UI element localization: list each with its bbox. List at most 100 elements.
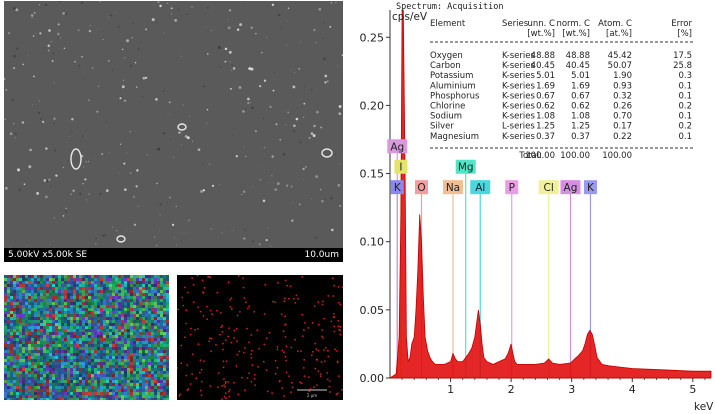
map-pixel [157,326,160,329]
map-pixel [28,329,31,332]
map-pixel [55,296,58,299]
sem-particle [287,7,290,10]
sem-particle [231,69,233,71]
sem-particle [105,121,107,123]
map-pixel [130,389,133,392]
map-pixel [151,389,154,392]
map-pixel [136,305,139,308]
map-pixel [145,371,148,374]
map-pixel [139,383,142,386]
map-pixel [127,350,130,353]
map-pixel [43,329,46,332]
map-dot [290,391,292,394]
map-pixel [79,275,82,278]
map-pixel [88,290,91,293]
sem-particle [219,66,222,68]
map-pixel [118,302,121,305]
map-pixel [100,293,103,296]
map-pixel [130,314,133,317]
sem-particle [228,9,232,12]
map-pixel [22,314,25,317]
map-pixel [58,377,61,380]
map-dot [274,372,277,375]
sem-particle [168,101,171,104]
map-pixel [142,305,145,308]
map-dot [339,325,342,328]
map-pixel [40,320,43,323]
map-pixel [73,314,76,317]
table-cell: Oxygen [430,51,463,61]
map-pixel [40,362,43,365]
map-pixel [136,281,139,284]
map-pixel [112,302,115,305]
map-dot [229,298,231,301]
map-dot [326,378,329,381]
map-pixel [64,290,67,293]
map-pixel [100,332,103,335]
map-pixel [160,341,163,344]
map-pixel [76,347,79,350]
map-pixel [151,350,154,353]
map-pixel [64,386,67,389]
map-dot [253,378,256,380]
map-pixel [118,356,121,359]
map-pixel [31,323,34,326]
map-pixel [46,308,49,311]
map-pixel [97,389,100,392]
map-pixel [133,380,136,383]
map-pixel [61,323,64,326]
map-pixel [109,335,112,338]
map-pixel [40,338,43,341]
map-pixel [163,284,166,287]
map-pixel [106,326,109,329]
map-pixel [4,338,7,341]
sem-particle [33,75,35,78]
map-pixel [100,362,103,365]
sem-feature [177,123,187,131]
map-pixel [49,311,52,314]
table-cell: 0.22 [613,132,632,142]
map-pixel [145,287,148,290]
map-pixel [19,323,22,326]
map-pixel [103,383,106,386]
map-pixel [64,350,67,353]
map-pixel [145,281,148,284]
map-pixel [100,311,103,314]
map-pixel [13,332,16,335]
map-pixel [136,383,139,386]
map-pixel [40,314,43,317]
map-pixel [43,299,46,302]
map-pixel [16,350,19,353]
map-pixel [118,368,121,371]
map-dot [180,362,182,365]
map-pixel [145,278,148,281]
map-pixel [82,356,85,359]
map-pixel [136,275,139,278]
map-pixel [127,344,130,347]
map-pixel [28,308,31,311]
map-pixel [142,290,145,293]
map-dot [253,373,256,376]
map-pixel [40,392,43,395]
map-pixel [40,290,43,293]
map-pixel [64,365,67,368]
map-dot [263,313,266,315]
map-pixel [40,293,43,296]
map-pixel [85,365,88,368]
map-pixel [22,362,25,365]
map-pixel [136,347,139,350]
map-pixel [64,296,67,299]
map-pixel [31,350,34,353]
sem-particle [63,47,66,49]
map-pixel [43,341,46,344]
map-pixel [163,320,166,323]
map-pixel [136,368,139,371]
map-pixel [103,389,106,392]
map-dot [223,396,226,398]
map-pixel [70,350,73,353]
map-pixel [7,368,10,371]
map-pixel [109,356,112,359]
map-dot [215,344,217,346]
map-pixel [43,287,46,290]
map-pixel [73,284,76,287]
